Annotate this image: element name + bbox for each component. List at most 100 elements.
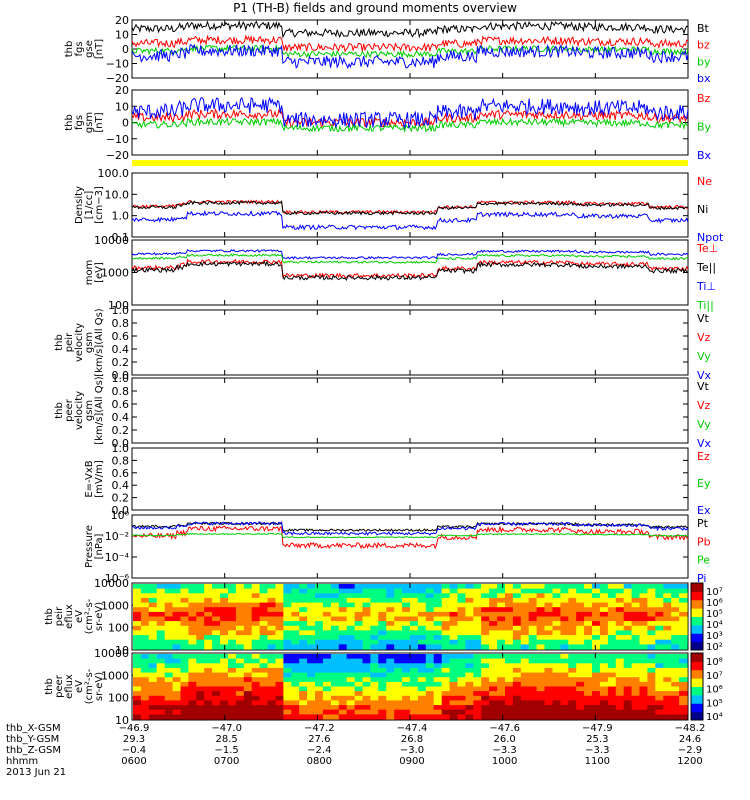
y-tick-label: 0.6 [112,398,130,411]
spectrogram-cell [505,611,514,618]
spectrogram-cell [354,597,364,604]
spectrogram-cell [133,625,142,631]
spectrogram-cell [457,700,466,706]
spectrogram-cell [338,607,348,613]
spectrogram-cell [133,686,142,692]
spectrogram-cell [275,630,284,636]
colorbar-tick-label: 10⁶ [706,598,723,609]
spectrogram-cell [425,602,435,608]
spectrogram-cell [489,597,498,604]
spectrogram-cell [172,584,182,590]
spectrogram-cell [283,691,292,697]
spectrogram-cell [251,607,261,613]
spectrogram-cell [615,714,625,720]
series-Ni [131,200,689,216]
spectrogram-cell [235,691,245,697]
spectrogram-cell [133,672,142,678]
spectrogram-cell [410,602,419,608]
spectrogram-cell [196,611,205,618]
spectrogram-cell [607,672,617,678]
spectrogram-cell [156,709,166,715]
spectrogram-cell [655,607,664,613]
spectrogram-cell [512,588,522,594]
spectrogram-cell [576,597,585,604]
spectrogram-cell [568,611,577,618]
spectrogram-cell [489,584,498,590]
spectrogram-cell [663,584,672,590]
spectrogram-cell [520,625,530,631]
ephemeris-value: −2.4 [307,745,332,756]
spectrogram-cell [449,607,459,613]
spectrogram-cell [520,658,530,664]
spectrogram-cell [671,691,680,697]
spectrogram-cell [322,644,332,650]
spectrogram-cell [394,672,403,678]
spectrogram-cell [354,658,364,664]
spectrogram-cell [623,705,633,711]
spectrogram-cell [639,597,648,604]
spectrogram-cell [370,705,379,711]
spectrogram-cell [599,611,609,618]
spectrogram-cell [560,714,569,720]
spectrogram-cell [544,607,553,613]
spectrogram-cell [362,714,371,720]
spectrogram-cell [528,667,538,674]
spectrogram-cell [228,593,237,599]
y-tick-label: −10 [106,58,129,71]
spectrogram-cell [663,611,672,618]
spectrogram-cell [441,700,451,706]
spectrogram-cell [283,667,292,674]
legend-Ey: Ey [697,477,711,490]
legend-Vt: Vt [697,380,710,393]
spectrogram-cell [370,644,379,650]
spectrogram-cell [394,709,403,715]
spectrogram-cell [679,700,688,706]
spectrogram-cell [307,584,316,590]
spectrogram-cell [378,597,387,604]
spectrogram-cell [148,672,158,678]
spectrogram-cell [283,714,292,720]
spectrogram-cell [330,611,340,618]
spectrogram-cell [599,644,609,650]
spectrogram-cell [188,658,197,664]
spectrogram-cell [457,677,466,683]
spectrogram-cell [560,691,569,697]
spectrogram-cell [196,639,205,645]
y-tick-label: 1000 [101,669,129,682]
spectrogram-cell [291,695,300,701]
ephemeris-row-label: thb_X-GSM [6,723,61,734]
spectrogram-cell [386,695,395,701]
spectrogram-cell [322,588,332,594]
spectrogram-cell [497,611,506,618]
spectrogram-cell [481,667,490,674]
spectrogram-cell [433,602,443,608]
spectrogram-cell [417,695,427,701]
spectrogram-cell [584,686,593,692]
spectrogram-cell [520,584,530,590]
legend-by: by [697,55,711,68]
spectrogram-cell [631,709,641,715]
spectrogram-cell [497,667,506,674]
spectrogram-cell [679,705,688,711]
spectrogram-cell [330,635,340,641]
spectrogram-cell [647,630,656,636]
spectrogram-cell [465,616,474,622]
spectrogram-cell [283,654,292,660]
spectrogram-cell [220,672,229,678]
spectrogram-cell [212,654,221,660]
spectrogram-cell [592,709,601,715]
spectrogram-cell [275,625,284,631]
spectrogram-cell [655,705,664,711]
spectrogram-cell [512,663,522,669]
spectrogram-cell [354,695,364,701]
spectrogram-cell [148,625,158,631]
spectrogram-cell [259,709,269,715]
spectrogram-cell [441,681,451,688]
spectrogram-cell [584,663,593,669]
spectrogram-cell [338,616,348,622]
y-axis-title: thbfgsgsm[nT] [64,112,105,133]
spectrogram-cell [607,686,617,692]
spectrogram-cell [346,700,356,706]
spectrogram-cell [394,616,403,622]
spectrogram-cell [671,584,680,590]
